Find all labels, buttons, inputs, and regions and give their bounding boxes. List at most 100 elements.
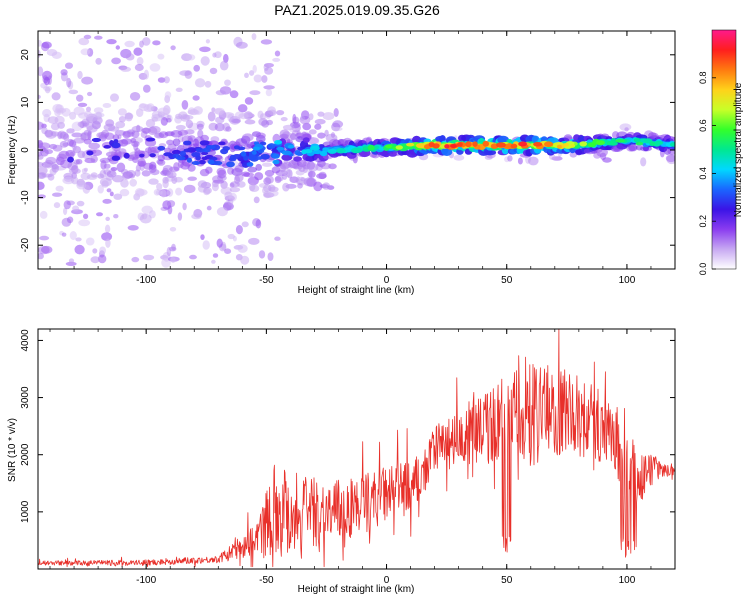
heatmap-cell (209, 67, 218, 75)
heatmap-cell (303, 177, 316, 187)
heatmap-cell (120, 66, 132, 72)
heatmap-cell (150, 169, 160, 176)
heatmap-cell (157, 77, 166, 83)
heatmap-cell (52, 144, 63, 152)
heatmap-cell (111, 57, 121, 65)
heatmap-cell (124, 112, 134, 120)
heatmap-cell (336, 147, 346, 154)
spectrogram-x-label: Height of straight line (km) (298, 285, 415, 296)
heatmap-cell (496, 142, 506, 148)
heatmap-cell (38, 181, 45, 190)
heatmap-cell (300, 115, 305, 121)
colorbar-tick-label: 0.8 (698, 72, 708, 85)
heatmap-cell (252, 146, 261, 151)
heatmap-cell (205, 166, 213, 174)
heatmap-cell (267, 106, 276, 116)
heatmap-cell (126, 170, 136, 178)
heatmap-cell (265, 89, 273, 97)
heatmap-cell (312, 149, 322, 155)
heatmap-cell (246, 162, 254, 167)
heatmap-cell (43, 76, 51, 86)
heatmap-cell (254, 172, 264, 181)
heatmap-cell (255, 219, 262, 229)
heatmap-cell (243, 155, 249, 161)
heatmap-cell (110, 167, 118, 172)
heatmap-cell (71, 176, 79, 185)
heatmap-cell (244, 119, 256, 125)
heatmap-cell (69, 111, 77, 120)
heatmap-cell (149, 161, 157, 170)
heatmap-cell (255, 163, 262, 171)
heatmap-cell (544, 141, 554, 147)
heatmap-cell (251, 33, 257, 41)
heatmap-cell (174, 176, 184, 183)
heatmap-cell (624, 127, 629, 132)
heatmap-cell (184, 129, 195, 135)
heatmap-cell (83, 110, 92, 118)
heatmap-cell (669, 142, 675, 147)
heatmap-cell (249, 90, 261, 96)
heatmap-cell (96, 212, 103, 217)
heatmap-cell (206, 205, 212, 211)
heatmap-cell (113, 193, 123, 200)
heatmap-cell (244, 97, 254, 105)
heatmap-cell (175, 87, 183, 93)
heatmap-cell (229, 181, 240, 188)
heatmap-cell (309, 145, 320, 151)
heatmap-cell (92, 112, 105, 118)
heatmap-cell (280, 117, 288, 122)
heatmap-cell (307, 163, 319, 172)
heatmap-cell (232, 235, 237, 242)
heatmap-cell (260, 39, 273, 45)
heatmap-cell (90, 155, 98, 164)
heatmap-cell (274, 236, 281, 241)
heatmap-cell (157, 53, 165, 60)
heatmap-cell (136, 189, 148, 196)
heatmap-cell (104, 132, 115, 140)
heatmap-cell (428, 142, 435, 148)
heatmap-cell (184, 70, 193, 79)
heatmap-cell (274, 140, 283, 145)
heatmap-cell (132, 156, 139, 163)
heatmap-cell (292, 113, 297, 124)
heatmap-cell (195, 148, 205, 153)
heatmap-cell (302, 122, 312, 131)
heatmap-cell (457, 142, 463, 147)
y-tick-label: 3000 (20, 386, 31, 409)
heatmap-cell (220, 148, 229, 155)
heatmap-cell (106, 170, 117, 178)
heatmap-cell (294, 150, 301, 156)
heatmap-cell (633, 137, 641, 143)
heatmap-cell (308, 170, 316, 178)
heatmap-cell (248, 154, 257, 161)
x-tick-label: 0 (384, 575, 390, 586)
heatmap-cell (229, 90, 239, 99)
heatmap-cell (38, 172, 47, 179)
heatmap-cell (66, 128, 75, 134)
heatmap-cell (296, 176, 301, 184)
heatmap-cell (262, 162, 273, 167)
heatmap-cell (77, 102, 88, 107)
heatmap-cell (90, 149, 103, 156)
heatmap-cell (68, 168, 81, 175)
heatmap-cell (450, 144, 457, 148)
colorbar-tick-label: 0.0 (698, 263, 708, 276)
colorbar-tick-label: 0.2 (698, 215, 708, 228)
heatmap-cell (71, 132, 83, 138)
colorbar-frame (711, 29, 737, 270)
heatmap-cell (38, 49, 41, 59)
heatmap-cell (177, 212, 183, 221)
heatmap-cells (38, 33, 675, 268)
heatmap-cell (510, 143, 518, 149)
heatmap-cell (225, 126, 232, 132)
heatmap-cell (192, 95, 200, 101)
x-tick-label: 100 (619, 275, 636, 286)
heatmap-cell (308, 113, 314, 121)
heatmap-cell (101, 180, 109, 188)
heatmap-cell (196, 123, 204, 130)
heatmap-cell (38, 121, 44, 130)
heatmap-cell (45, 86, 51, 94)
heatmap-cell (131, 256, 140, 263)
heatmap-cell (240, 255, 250, 265)
spectrogram-y-label: Frequency (Hz) (7, 116, 18, 185)
